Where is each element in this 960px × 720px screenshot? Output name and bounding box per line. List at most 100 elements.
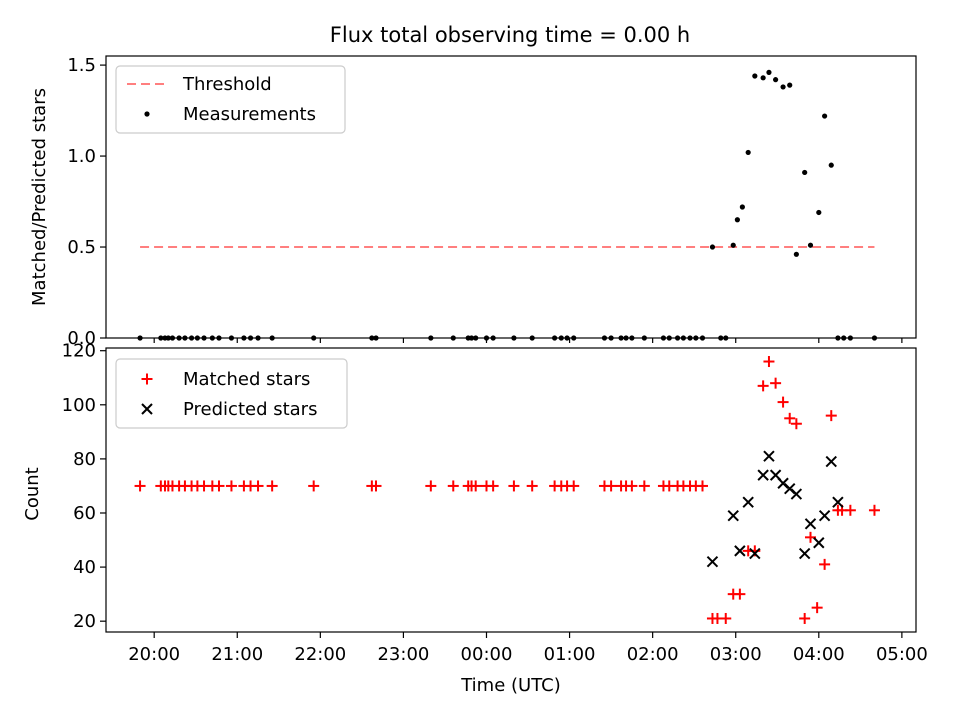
matched-star-point: [568, 480, 580, 492]
top-legend-box: [115, 65, 346, 134]
predicted-star-point: [742, 496, 754, 508]
measurement-point: [828, 162, 834, 168]
matched-star-point: [605, 480, 617, 492]
bottom-panel: 20 40 60 80 100 120 20:00 21:00 22:00 23:00 00:00…: [22, 341, 928, 696]
predicted-legend-label: Predicted stars: [183, 399, 317, 420]
matched-star-point: [770, 377, 782, 389]
predicted-star-point: [757, 469, 769, 481]
x-tick-label: 01:00: [544, 644, 596, 665]
matched-star-point: [757, 380, 769, 392]
predicted-legend-glyph-b: [141, 403, 153, 415]
matched-star-point: [696, 480, 708, 492]
top-y-tick-label: 1.0: [67, 146, 96, 167]
measurement-point: [793, 251, 799, 257]
bottom-y-tick-label: 100: [62, 395, 96, 416]
matched-star-point: [784, 412, 796, 424]
predicted-star-point: [734, 545, 746, 557]
predicted-star-point-b: [749, 547, 761, 560]
top-y-axis-label: Matched/Predicted stars: [29, 88, 50, 306]
predicted-star-point-b: [742, 496, 754, 508]
predicted-star-point-b: [798, 547, 811, 560]
measurement-point: [773, 77, 779, 83]
measurement-point: [822, 113, 828, 119]
predicted-star-point-b: [790, 488, 803, 500]
matched-star-point: [134, 480, 146, 492]
predicted-star-point: [763, 450, 775, 462]
predicted-star-point-b: [818, 509, 831, 522]
measurements-legend-marker: [144, 111, 150, 117]
top-y-axis: 0.0 0.5 1.0 1.5: [67, 55, 106, 349]
top-x-ticks: [153, 338, 903, 343]
top-y-tick-label: 0.5: [67, 237, 96, 258]
bottom-x-axis: 20:00 21:00 22:00 23:00 00:00 01:00 02:00 03:00…: [128, 632, 928, 665]
measurement-point: [760, 75, 766, 81]
matched-star-point: [638, 480, 650, 492]
top-legend: Threshold Measurements: [115, 65, 346, 134]
x-tick-label: 03:00: [710, 644, 762, 665]
predicted-star-point-b: [763, 450, 775, 462]
matched-star-point: [825, 410, 837, 422]
matched-star-point: [213, 480, 225, 492]
predicted-star-point-b: [804, 518, 817, 530]
x-tick-label: 20:00: [128, 644, 180, 665]
predicted-star-point-b: [825, 455, 837, 468]
measurement-point: [745, 149, 751, 156]
measurement-point: [752, 73, 758, 79]
measurements-legend-label: Measurements: [183, 104, 316, 125]
predicted-star-point: [798, 547, 811, 560]
x-tick-label: 23:00: [377, 644, 429, 665]
predicted-star-point: [825, 455, 837, 468]
chart-title: Flux total observing time = 0.00 h: [330, 23, 690, 47]
bottom-plot-frame: [105, 347, 917, 633]
matched-star-point: [425, 480, 437, 492]
matched-star-point: [763, 356, 775, 368]
matched-star-point: [308, 480, 320, 492]
predicted-star-point-b: [832, 496, 844, 508]
x-tick-label: 22:00: [294, 644, 346, 665]
matched-star-point: [447, 480, 459, 492]
measurement-point: [734, 217, 740, 223]
x-tick-label: 02:00: [627, 644, 679, 665]
predicted-star-point-b: [706, 555, 719, 568]
measurement-point: [802, 169, 808, 176]
predicted-star-point: [813, 537, 825, 549]
predicted-star-point-b: [727, 509, 739, 522]
top-plot-frame: [105, 55, 917, 339]
matched-star-point: [734, 588, 746, 600]
predicted-legend-glyph: [141, 403, 153, 415]
matched-star-point: [470, 480, 482, 492]
matched-star-point: [487, 480, 499, 492]
bottom-y-axis-label: Count: [22, 467, 43, 520]
top-panel: 0.0 0.5 1.0 1.5 Matched/Predicted stars Thr…: [29, 55, 917, 349]
x-tick-label: 00:00: [461, 644, 513, 665]
predicted-star-point-b: [769, 469, 782, 481]
bottom-legend-box: [115, 358, 348, 429]
measurement-point: [816, 209, 822, 216]
predicted-star-point: [790, 488, 803, 500]
measurement-point: [730, 242, 736, 248]
matched-star-point: [508, 480, 520, 492]
matched-star-point: [252, 480, 264, 492]
x-axis-label: Time (UTC): [460, 675, 561, 696]
bottom-y-tick-label: 80: [73, 449, 96, 470]
bottom-y-tick-label: 120: [62, 341, 96, 362]
predicted-star-point: [727, 509, 739, 522]
bottom-y-tick-label: 60: [73, 503, 96, 524]
matched-legend-label: Matched stars: [183, 369, 310, 390]
matched-star-point: [370, 480, 382, 492]
predicted-star-point-b: [757, 469, 769, 481]
measurement-point: [787, 82, 793, 88]
x-tick-label: 21:00: [211, 644, 263, 665]
measurement-point: [739, 204, 745, 210]
measurement-point: [709, 244, 716, 250]
matched-star-point: [868, 504, 880, 516]
matched-star-point: [819, 558, 831, 570]
predicted-star-point-b: [777, 477, 789, 489]
matched-star-point: [720, 612, 732, 624]
matched-legend-marker: [141, 373, 153, 385]
measurement-point: [766, 69, 772, 75]
matched-star-point: [799, 612, 811, 624]
threshold-legend-label: Threshold: [182, 74, 272, 95]
top-y-tick-label: 1.5: [67, 55, 96, 76]
